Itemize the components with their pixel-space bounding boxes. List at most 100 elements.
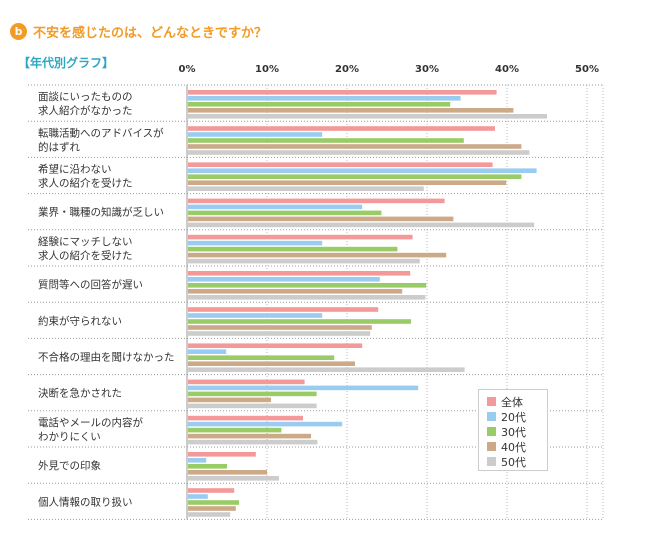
bar xyxy=(188,90,497,95)
bar xyxy=(188,506,236,511)
x-tick-label: 20% xyxy=(335,64,359,75)
category-label: 面談にいったものの xyxy=(38,90,133,103)
legend-label: 30代 xyxy=(501,425,526,439)
bar xyxy=(188,102,451,107)
bar xyxy=(188,168,537,173)
legend-label: 全体 xyxy=(501,395,523,409)
bar xyxy=(188,216,454,222)
legend-swatch xyxy=(487,457,496,466)
bar xyxy=(188,379,305,385)
x-tick-label: 40% xyxy=(495,64,519,75)
bar xyxy=(188,319,411,324)
legend-label: 40代 xyxy=(501,440,526,454)
bar xyxy=(188,325,372,330)
bar xyxy=(188,439,318,445)
bar xyxy=(188,458,207,463)
bar xyxy=(188,240,323,246)
category-label: 電話やメールの内容が xyxy=(38,416,143,429)
bar xyxy=(188,397,271,403)
bar xyxy=(188,403,317,409)
bar xyxy=(188,204,363,210)
bar xyxy=(188,433,311,439)
bar xyxy=(188,488,235,493)
legend-item: 50代 xyxy=(487,454,539,469)
bar xyxy=(188,162,493,167)
category-label: わかりにくい xyxy=(38,431,101,443)
category-label: 求人の紹介を受けた xyxy=(38,177,133,190)
category-label: 経験にマッチしない xyxy=(38,235,133,248)
bar xyxy=(188,349,227,354)
bar xyxy=(188,234,413,240)
chart-header: b 不安を感じたのは、どんなときですか？ xyxy=(10,20,267,42)
bar xyxy=(188,355,335,360)
bar xyxy=(188,222,535,228)
category-label: 希望に沿わない xyxy=(38,163,112,176)
bar xyxy=(188,277,380,282)
x-tick-label: 10% xyxy=(255,64,279,75)
bar xyxy=(188,476,279,481)
x-tick-label: 30% xyxy=(415,64,439,75)
bar xyxy=(188,470,267,475)
bar xyxy=(188,186,424,191)
bar xyxy=(188,150,530,155)
bar xyxy=(188,114,547,119)
bar xyxy=(188,252,447,258)
bar xyxy=(188,331,371,336)
category-label: 転職活動へのアドバイスが xyxy=(38,126,164,139)
bar xyxy=(188,464,227,469)
bar xyxy=(188,289,403,294)
bar xyxy=(188,295,426,300)
legend-item: 40代 xyxy=(487,439,539,454)
bar xyxy=(188,180,507,185)
bar xyxy=(188,427,282,433)
bar xyxy=(188,283,427,288)
legend-swatch xyxy=(487,427,496,436)
category-label: 個人情報の取り扱い xyxy=(38,495,133,508)
bar xyxy=(188,500,239,505)
category-label: 求人紹介がなかった xyxy=(38,104,133,117)
x-tick-label: 0% xyxy=(179,64,196,75)
category-label: 求人の紹介を受けた xyxy=(38,249,133,262)
bar xyxy=(188,132,323,137)
bar xyxy=(188,126,495,131)
bar xyxy=(188,198,445,204)
legend-item: 30代 xyxy=(487,424,539,439)
bar xyxy=(188,512,231,517)
legend-item: 20代 xyxy=(487,409,539,424)
category-label: 不合格の理由を聞けなかった xyxy=(38,351,175,364)
legend-item: 全体 xyxy=(487,394,539,409)
bar xyxy=(188,138,464,143)
category-label: 的はずれ xyxy=(38,140,80,153)
bar xyxy=(188,361,355,366)
chart-legend: 全体 20代 30代 40代 50代 xyxy=(478,389,548,471)
category-label: 質問等への回答が遅い xyxy=(38,278,143,291)
legend-swatch xyxy=(487,442,496,451)
legend-label: 20代 xyxy=(501,410,526,424)
bar xyxy=(188,258,420,264)
bar xyxy=(188,415,303,421)
category-label: 外見での印象 xyxy=(38,460,101,472)
category-label: 決断を急かされた xyxy=(38,387,122,400)
category-label: 業界・職種の知識が乏しい xyxy=(38,206,164,219)
x-tick-label: 50% xyxy=(575,64,599,75)
bar xyxy=(188,452,256,457)
bar xyxy=(188,108,514,113)
bar xyxy=(188,246,398,252)
bar xyxy=(188,494,208,499)
bar xyxy=(188,210,382,216)
bar xyxy=(188,385,419,391)
bar xyxy=(188,144,522,149)
bar xyxy=(188,96,461,101)
bar xyxy=(188,367,465,372)
bar xyxy=(188,307,379,312)
legend-swatch xyxy=(487,397,496,406)
section-badge: b xyxy=(10,22,27,40)
bar xyxy=(188,271,411,276)
legend-swatch xyxy=(487,412,496,421)
bar xyxy=(188,421,343,427)
bar xyxy=(188,174,522,179)
bar xyxy=(188,313,323,318)
category-label: 約束が守られない xyxy=(38,314,122,327)
bar xyxy=(188,343,363,348)
